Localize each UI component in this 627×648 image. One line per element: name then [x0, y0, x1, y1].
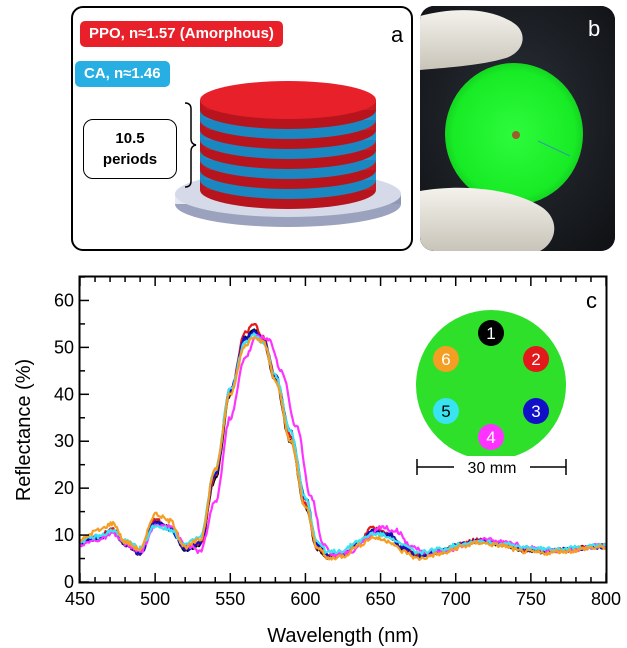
layer-stack — [200, 81, 376, 209]
center-defect — [512, 131, 520, 139]
y-tick-label: 0 — [64, 572, 74, 592]
periods-box: 10.5 periods — [83, 119, 177, 179]
plot-frame — [78, 275, 608, 584]
svg-text:6: 6 — [441, 350, 450, 369]
svg-text:2: 2 — [531, 350, 540, 369]
x-tick-label: 750 — [516, 589, 546, 609]
panel-a-label: a — [391, 22, 404, 47]
ca-label-box: CA, n≈1.46 — [75, 61, 170, 87]
x-tick-label: 600 — [290, 589, 320, 609]
periods-word: periods — [102, 151, 158, 168]
x-tick-label: 450 — [65, 589, 95, 609]
y-tick-label: 10 — [54, 525, 74, 545]
y-tick-label: 60 — [54, 290, 74, 310]
axis-ticks — [79, 276, 607, 583]
panel-a: PPO, n≈1.57 (Amorphous) CA, n≈1.46 a 10.… — [71, 6, 413, 251]
glove-finger-icon — [420, 187, 555, 251]
svg-text:3: 3 — [531, 402, 540, 421]
x-tick-label: 500 — [140, 589, 170, 609]
inset-spot-1: 1 — [478, 320, 504, 346]
inset-spot-3: 3 — [523, 398, 550, 424]
multilayer-stack-illustration — [175, 81, 401, 227]
panel-b-label: b — [588, 16, 601, 41]
svg-text:4: 4 — [486, 428, 495, 447]
y-tick-label: 50 — [54, 337, 74, 357]
panel-b-photo: b — [420, 6, 615, 251]
panel-c-label: c — [586, 288, 597, 313]
brace — [184, 102, 197, 188]
y-axis-label: Reflectance (%) — [13, 359, 35, 501]
svg-text:1: 1 — [486, 324, 495, 343]
series-line-5 — [79, 332, 607, 556]
x-tick-label: 550 — [215, 589, 245, 609]
series-line-6 — [79, 336, 607, 561]
inset-spots: 1 2 3 4 5 6 — [432, 320, 550, 450]
x-tick-label: 650 — [366, 589, 396, 609]
inset-spot-4: 4 — [478, 424, 504, 450]
glove-thumb-icon — [420, 10, 523, 70]
ppo-label-box: PPO, n≈1.57 (Amorphous) — [80, 21, 283, 47]
y-tick-labels: 0 10 20 30 40 50 60 — [54, 290, 74, 592]
inset-spot-6: 6 — [432, 346, 459, 372]
sample-map-inset: 1 2 3 4 5 6 30 mm — [416, 310, 567, 478]
inset-disc — [416, 310, 566, 460]
x-tick-labels: 450 500 550 600 650 700 750 800 — [65, 589, 621, 609]
x-axis-label: Wavelength (nm) — [267, 625, 419, 647]
inset-spot-2: 2 — [523, 346, 550, 372]
stack-top — [200, 81, 376, 119]
inset-spot-5: 5 — [432, 398, 459, 424]
plot-lines — [78, 323, 607, 561]
scale-bar-label: 30 mm — [468, 460, 517, 477]
y-tick-label: 30 — [54, 431, 74, 451]
x-tick-label: 800 — [591, 589, 621, 609]
x-tick-label: 700 — [441, 589, 471, 609]
svg-text:5: 5 — [441, 402, 450, 421]
y-tick-label: 40 — [54, 384, 74, 404]
periods-number: 10.5 — [115, 130, 145, 147]
y-tick-label: 20 — [54, 478, 74, 498]
